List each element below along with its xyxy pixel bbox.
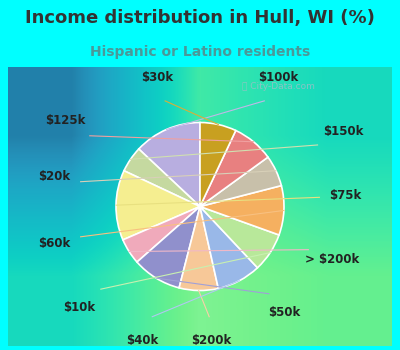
Text: $60k: $60k bbox=[38, 237, 70, 250]
Text: $10k: $10k bbox=[63, 301, 95, 314]
Text: $125k: $125k bbox=[46, 114, 86, 127]
Text: $20k: $20k bbox=[38, 170, 70, 183]
Wedge shape bbox=[200, 122, 236, 206]
Wedge shape bbox=[200, 131, 268, 206]
Text: $75k: $75k bbox=[330, 189, 362, 202]
Text: ⓘ City-Data.com: ⓘ City-Data.com bbox=[242, 82, 315, 91]
Wedge shape bbox=[200, 186, 284, 235]
Text: Hispanic or Latino residents: Hispanic or Latino residents bbox=[90, 45, 310, 59]
Wedge shape bbox=[179, 206, 218, 290]
Text: Income distribution in Hull, WI (%): Income distribution in Hull, WI (%) bbox=[25, 9, 375, 27]
Text: $100k: $100k bbox=[258, 71, 298, 84]
Wedge shape bbox=[116, 171, 200, 240]
Text: $150k: $150k bbox=[323, 125, 364, 138]
Text: $40k: $40k bbox=[126, 334, 158, 348]
Wedge shape bbox=[200, 206, 279, 268]
Text: $200k: $200k bbox=[191, 334, 231, 348]
Wedge shape bbox=[139, 122, 200, 206]
Wedge shape bbox=[200, 157, 281, 206]
Wedge shape bbox=[200, 206, 258, 288]
Text: $30k: $30k bbox=[141, 71, 174, 84]
Text: $50k: $50k bbox=[268, 306, 300, 320]
Wedge shape bbox=[124, 149, 200, 206]
Wedge shape bbox=[123, 206, 200, 262]
Text: > $200k: > $200k bbox=[305, 253, 359, 266]
Wedge shape bbox=[137, 206, 200, 288]
